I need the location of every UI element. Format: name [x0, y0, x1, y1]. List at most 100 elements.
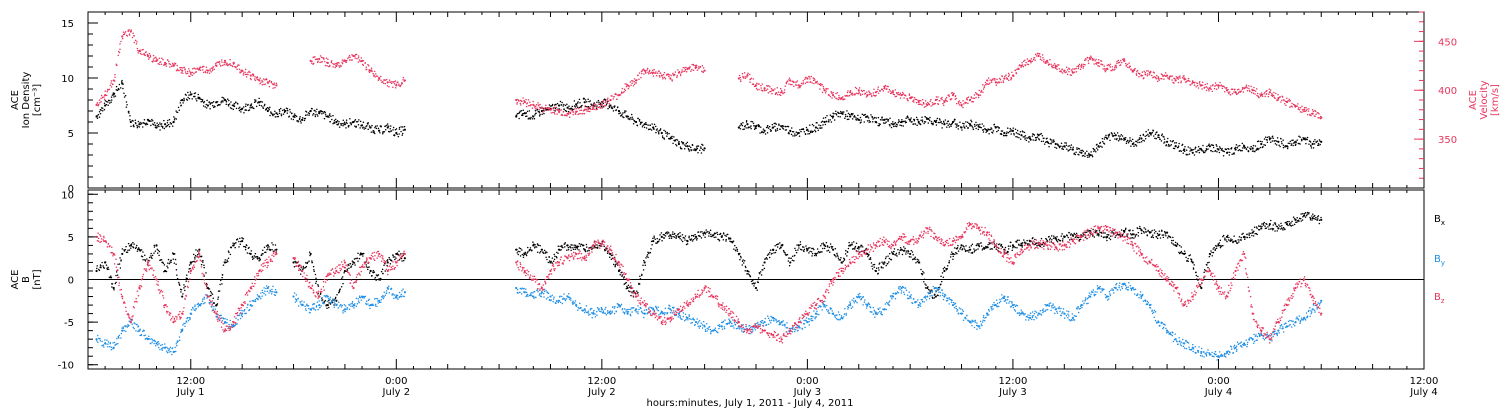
data-point — [835, 110, 837, 113]
data-point — [671, 80, 673, 82]
data-point — [739, 127, 742, 130]
data-point — [1107, 136, 1110, 138]
data-point — [238, 109, 241, 112]
data-point — [975, 96, 977, 99]
data-point — [157, 123, 160, 126]
data-point — [926, 117, 929, 120]
data-point — [739, 76, 742, 79]
data-point — [1114, 134, 1117, 137]
data-point — [778, 124, 780, 127]
data-point — [877, 116, 880, 119]
data-point — [662, 76, 664, 79]
data-point — [1066, 73, 1069, 76]
data-point — [623, 88, 626, 91]
left-tick-label: -5 — [64, 318, 74, 329]
data-point — [809, 78, 811, 80]
data-point — [1116, 62, 1118, 64]
data-point — [1021, 246, 1024, 248]
data-point — [1177, 81, 1180, 84]
data-point — [336, 63, 339, 65]
data-point — [879, 118, 882, 121]
data-point — [1039, 56, 1042, 58]
data-point — [773, 252, 775, 254]
data-point — [794, 247, 796, 250]
data-point — [1139, 134, 1142, 137]
data-point — [895, 95, 898, 98]
data-point — [118, 88, 120, 91]
data-point — [691, 240, 694, 242]
data-point — [1082, 65, 1085, 68]
data-point — [382, 133, 384, 135]
data-point — [824, 245, 827, 248]
data-point — [935, 124, 938, 126]
data-point — [1113, 66, 1116, 69]
data-point — [715, 236, 717, 238]
data-point — [814, 79, 816, 81]
data-point — [923, 272, 925, 274]
data-point — [850, 112, 853, 115]
data-point — [161, 125, 164, 128]
data-point — [1050, 241, 1053, 243]
data-point — [156, 248, 158, 250]
data-point — [169, 63, 172, 65]
data-point — [524, 101, 526, 104]
data-point — [621, 271, 623, 274]
y-axis-label-right: Velocity — [1479, 80, 1490, 119]
data-point — [299, 273, 302, 275]
data-point — [1272, 137, 1274, 140]
data-point — [1243, 145, 1246, 148]
data-point — [573, 100, 576, 102]
data-point — [654, 125, 657, 128]
data-point — [342, 124, 344, 127]
data-point — [775, 123, 777, 125]
data-point — [569, 111, 572, 114]
data-point — [1077, 66, 1080, 68]
data-point — [715, 232, 717, 235]
data-point — [943, 269, 946, 273]
data-point — [282, 113, 285, 115]
data-point — [321, 61, 323, 63]
data-point — [358, 257, 361, 260]
data-point — [228, 99, 230, 102]
data-point — [785, 82, 788, 85]
data-point — [1189, 84, 1192, 86]
data-point — [803, 248, 806, 251]
data-point — [913, 123, 915, 125]
data-point — [1282, 144, 1285, 146]
data-point — [132, 241, 134, 244]
data-point — [158, 125, 160, 128]
data-point — [1296, 105, 1298, 108]
data-point — [199, 69, 202, 71]
data-point — [624, 89, 627, 92]
data-point — [561, 114, 564, 116]
data-point — [887, 255, 889, 257]
data-point — [300, 122, 302, 124]
data-point — [828, 246, 831, 249]
data-point — [1174, 79, 1177, 82]
data-point — [871, 265, 873, 268]
data-point — [927, 122, 930, 124]
data-point — [139, 52, 142, 55]
data-point — [566, 115, 568, 117]
data-point — [656, 72, 659, 74]
data-point — [997, 82, 999, 84]
data-point — [854, 247, 856, 249]
data-point — [1148, 73, 1151, 76]
data-point — [868, 93, 871, 96]
data-point — [750, 77, 753, 80]
data-point — [1277, 140, 1280, 143]
data-point — [774, 129, 777, 131]
data-point — [791, 83, 793, 86]
data-point — [648, 69, 651, 72]
data-point — [253, 257, 255, 259]
data-point — [1171, 75, 1173, 77]
data-point — [1135, 145, 1138, 147]
data-point — [148, 52, 151, 55]
data-point — [1216, 150, 1218, 153]
data-point — [130, 125, 132, 128]
data-point — [345, 61, 347, 63]
data-point — [401, 132, 404, 135]
data-point — [639, 275, 641, 278]
data-point — [782, 249, 785, 252]
data-point — [953, 120, 955, 122]
